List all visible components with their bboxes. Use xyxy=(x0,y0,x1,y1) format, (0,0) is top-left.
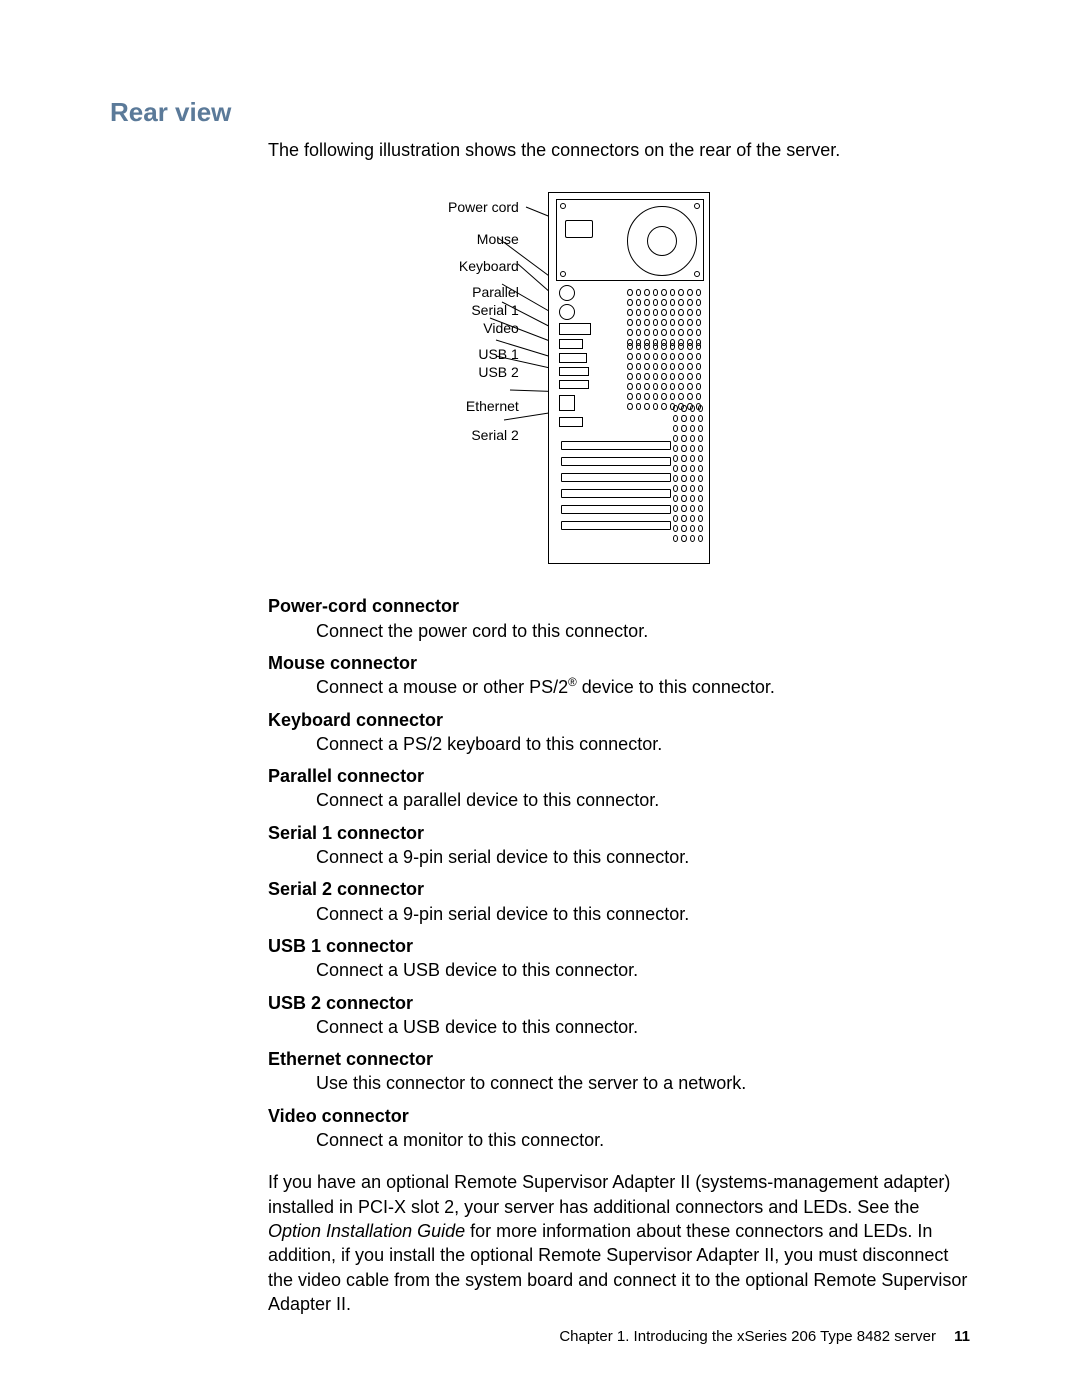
serial-1-connector-icon xyxy=(559,339,583,349)
def-term: USB 2 connector xyxy=(268,991,970,1015)
power-cord-connector-icon xyxy=(565,220,593,238)
def-term: Video connector xyxy=(268,1104,970,1128)
closing-paragraph: If you have an optional Remote Superviso… xyxy=(268,1170,970,1316)
expansion-slot-icon xyxy=(561,521,671,530)
def-desc: Connect a parallel device to this connec… xyxy=(316,788,970,812)
def-desc: Connect a 9-pin serial device to this co… xyxy=(316,845,970,869)
def-desc: Connect the power cord to this connector… xyxy=(316,619,970,643)
vent-grid-icon xyxy=(673,405,703,545)
expansion-slot-icon xyxy=(561,441,671,450)
power-supply-icon xyxy=(556,199,704,281)
def-term: Mouse connector xyxy=(268,651,970,675)
def-term: Parallel connector xyxy=(268,764,970,788)
label-parallel: Parallel xyxy=(448,285,519,300)
def-term: Power-cord connector xyxy=(268,594,970,618)
def-desc: Connect a 9-pin serial device to this co… xyxy=(316,902,970,926)
def-desc: Connect a PS/2 keyboard to this connecto… xyxy=(316,732,970,756)
footer-chapter: Chapter 1. Introducing the xSeries 206 T… xyxy=(559,1328,936,1345)
def-desc: Connect a mouse or other PS/2® device to… xyxy=(316,675,970,699)
def-term: Ethernet connector xyxy=(268,1047,970,1071)
label-keyboard: Keyboard xyxy=(448,259,519,274)
chassis-outline xyxy=(548,192,710,564)
serial-2-connector-icon xyxy=(559,417,583,427)
video-connector-icon xyxy=(559,353,587,363)
closing-pre: If you have an optional Remote Superviso… xyxy=(268,1172,950,1216)
label-usb-2: USB 2 xyxy=(448,365,519,380)
parallel-connector-icon xyxy=(559,323,591,335)
def-desc: Connect a monitor to this connector. xyxy=(316,1128,970,1152)
label-serial-1: Serial 1 xyxy=(448,303,519,318)
label-serial-2: Serial 2 xyxy=(448,428,519,443)
page-footer: Chapter 1. Introducing the xSeries 206 T… xyxy=(559,1327,970,1347)
closing-emphasis: Option Installation Guide xyxy=(268,1221,465,1241)
expansion-slot-icon xyxy=(561,457,671,466)
ethernet-connector-icon xyxy=(559,395,575,411)
label-power-cord: Power cord xyxy=(448,200,519,215)
expansion-slot-icon xyxy=(561,505,671,514)
vent-grid-icon xyxy=(627,343,701,413)
def-term: Serial 2 connector xyxy=(268,877,970,901)
vent-grid-icon xyxy=(627,289,701,349)
usb-2-connector-icon xyxy=(559,380,589,389)
io-connector-stack xyxy=(559,285,597,431)
label-ethernet: Ethernet xyxy=(448,399,519,414)
label-mouse: Mouse xyxy=(448,232,519,247)
section-title: Rear view xyxy=(110,95,970,130)
def-term: USB 1 connector xyxy=(268,934,970,958)
keyboard-connector-icon xyxy=(559,304,575,320)
connector-definition-list: Power-cord connectorConnect the power co… xyxy=(268,594,970,1152)
page-number: 11 xyxy=(954,1328,970,1345)
rear-view-diagram: Power cord Mouse Keyboard Parallel Seria… xyxy=(268,192,968,572)
def-term: Keyboard connector xyxy=(268,708,970,732)
def-desc: Connect a USB device to this connector. xyxy=(316,958,970,982)
mouse-connector-icon xyxy=(559,285,575,301)
def-desc: Use this connector to connect the server… xyxy=(316,1071,970,1095)
def-term: Serial 1 connector xyxy=(268,821,970,845)
usb-1-connector-icon xyxy=(559,367,589,376)
def-desc: Connect a USB device to this connector. xyxy=(316,1015,970,1039)
intro-text: The following illustration shows the con… xyxy=(268,138,970,162)
expansion-slot-icon xyxy=(561,473,671,482)
label-usb-1: USB 1 xyxy=(448,347,519,362)
label-video: Video xyxy=(448,321,519,336)
expansion-slot-icon xyxy=(561,489,671,498)
